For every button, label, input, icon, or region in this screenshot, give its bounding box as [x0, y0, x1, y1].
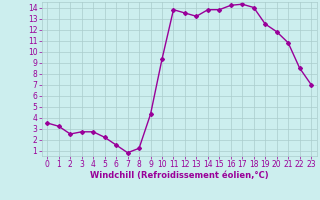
X-axis label: Windchill (Refroidissement éolien,°C): Windchill (Refroidissement éolien,°C) [90, 171, 268, 180]
